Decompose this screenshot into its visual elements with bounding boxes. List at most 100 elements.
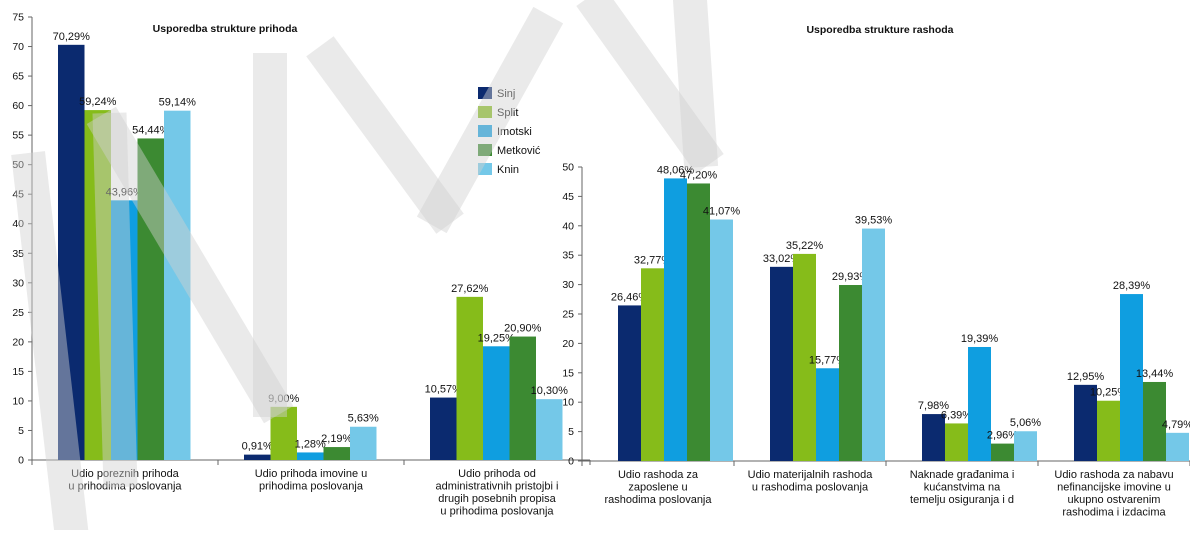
bar-imotski bbox=[968, 346, 991, 461]
data-label: 59,24% bbox=[79, 96, 117, 108]
data-label: 41,07% bbox=[703, 206, 741, 218]
data-label: 10,30% bbox=[531, 385, 569, 397]
y-tick-label: 35 bbox=[562, 250, 574, 262]
data-label: 7,98% bbox=[918, 400, 949, 412]
data-label: 2,19% bbox=[321, 433, 352, 445]
category-label-line: temelju osiguranja i d bbox=[910, 494, 1014, 506]
category-label-line: kućanstvima na bbox=[924, 482, 1001, 494]
data-label: 4,79% bbox=[1162, 419, 1190, 431]
y-tick-label: 40 bbox=[562, 220, 574, 232]
bar-split bbox=[641, 268, 664, 461]
category-label-line: Udio rashoda za nabavu bbox=[1054, 469, 1173, 481]
category-label-line: rashodima i izdacima bbox=[1062, 507, 1166, 519]
y-tick-label: 5 bbox=[568, 426, 574, 438]
bar-sinj bbox=[430, 397, 457, 460]
data-label: 47,20% bbox=[680, 169, 718, 181]
legend-swatch-imotski bbox=[478, 125, 492, 137]
bar-sinj bbox=[770, 266, 793, 461]
category-label-line: Udio prihoda imovine u bbox=[255, 468, 368, 480]
chart2-title: Usporedba strukture rashoda bbox=[806, 24, 953, 36]
y-tick-label: 25 bbox=[562, 309, 574, 321]
category-label-line: prihodima poslovanja bbox=[259, 481, 364, 493]
chart1-title: Usporedba strukture prihoda bbox=[153, 23, 298, 35]
data-label: 26,46% bbox=[611, 291, 649, 303]
bar-imotski bbox=[111, 200, 138, 460]
category-label-line: nefinancijske imovine u bbox=[1057, 482, 1171, 494]
data-label: 9,00% bbox=[268, 393, 299, 405]
legend-swatch-knin bbox=[478, 163, 492, 175]
legend-label: Imotski bbox=[497, 126, 532, 138]
data-label: 28,39% bbox=[1113, 280, 1151, 292]
category-label: Udio poreznih prihoda u prihodima poslova… bbox=[68, 468, 182, 493]
category-label: Udio rashoda za zaposlene u rashodima posl… bbox=[604, 469, 712, 506]
bar-knin bbox=[350, 426, 377, 460]
y-tick-label: 55 bbox=[12, 130, 24, 142]
data-label: 13,44% bbox=[1136, 368, 1174, 380]
y-tick-label: 45 bbox=[562, 191, 574, 203]
y-tick-label: 20 bbox=[12, 336, 24, 348]
bar-knin bbox=[710, 219, 733, 461]
bar-metković bbox=[1143, 381, 1166, 461]
data-label: 6,39% bbox=[941, 409, 972, 421]
data-label: 20,90% bbox=[504, 323, 542, 335]
y-tick-label: 0 bbox=[568, 456, 574, 468]
data-label: 15,77% bbox=[809, 354, 847, 366]
y-tick-label: 60 bbox=[12, 100, 24, 112]
data-label: 54,44% bbox=[132, 124, 170, 136]
data-label: 43,96% bbox=[106, 186, 144, 198]
data-label: 19,39% bbox=[961, 333, 999, 345]
y-tick-label: 30 bbox=[562, 279, 574, 291]
bar-sinj bbox=[922, 414, 945, 461]
data-label: 2,96% bbox=[987, 430, 1018, 442]
bar-split bbox=[456, 296, 483, 460]
data-label: 35,22% bbox=[786, 240, 824, 252]
category-label: Udio prihoda od administrativnih pristojb… bbox=[436, 468, 559, 518]
data-label: 10,25% bbox=[1090, 387, 1128, 399]
bar-split bbox=[84, 110, 111, 461]
bar-knin bbox=[1014, 431, 1037, 461]
y-tick-label: 50 bbox=[562, 162, 574, 174]
legend-label: Knin bbox=[497, 164, 519, 176]
data-label: 39,53% bbox=[855, 215, 893, 227]
bar-split bbox=[793, 253, 816, 461]
data-label: 19,25% bbox=[478, 332, 516, 344]
bar-knin bbox=[862, 228, 885, 461]
data-label: 32,77% bbox=[634, 254, 672, 266]
bar-knin bbox=[1166, 432, 1189, 461]
bar-split bbox=[945, 423, 968, 461]
y-tick-label: 20 bbox=[562, 338, 574, 350]
y-tick-label: 30 bbox=[12, 277, 24, 289]
category-label-line: ukupno ostvarenim bbox=[1068, 494, 1161, 506]
bar-knin bbox=[164, 110, 191, 460]
category-label-line: Naknade građanima i bbox=[910, 469, 1015, 481]
category-label: Udio materijalnih rashoda u rashodima pos… bbox=[748, 469, 874, 494]
data-label: 12,95% bbox=[1067, 371, 1105, 383]
bar-metković bbox=[137, 138, 164, 460]
category-label: Udio prihoda imovine u prihodima poslovan… bbox=[255, 468, 368, 493]
y-tick-label: 25 bbox=[12, 307, 24, 319]
bar-sinj bbox=[58, 44, 85, 460]
bar-metković bbox=[509, 336, 536, 460]
y-tick-label: 75 bbox=[12, 12, 24, 24]
y-tick-label: 65 bbox=[12, 71, 24, 83]
category-label-line: Udio materijalnih rashoda bbox=[748, 469, 874, 481]
y-tick-label: 40 bbox=[12, 218, 24, 230]
data-label: 0,91% bbox=[242, 441, 273, 453]
y-tick-label: 50 bbox=[12, 159, 24, 171]
legend: Sinj Split Imotski Metković Knin bbox=[478, 87, 541, 176]
category-label-line: Udio poreznih prihoda bbox=[71, 468, 180, 480]
bar-imotski bbox=[297, 452, 324, 460]
y-tick-label: 35 bbox=[12, 248, 24, 260]
data-label: 1,28% bbox=[295, 438, 326, 450]
category-label-line: Udio rashoda za bbox=[618, 469, 699, 481]
data-label: 70,29% bbox=[53, 31, 91, 43]
bar-imotski bbox=[483, 346, 510, 460]
bar-sinj bbox=[244, 454, 271, 460]
category-label-line: zaposlene u bbox=[628, 482, 687, 494]
data-label: 48,06% bbox=[657, 164, 695, 176]
category-label-line: Udio prihoda od bbox=[458, 468, 536, 480]
legend-swatch-metković bbox=[478, 144, 492, 156]
bar-metković bbox=[991, 443, 1014, 461]
